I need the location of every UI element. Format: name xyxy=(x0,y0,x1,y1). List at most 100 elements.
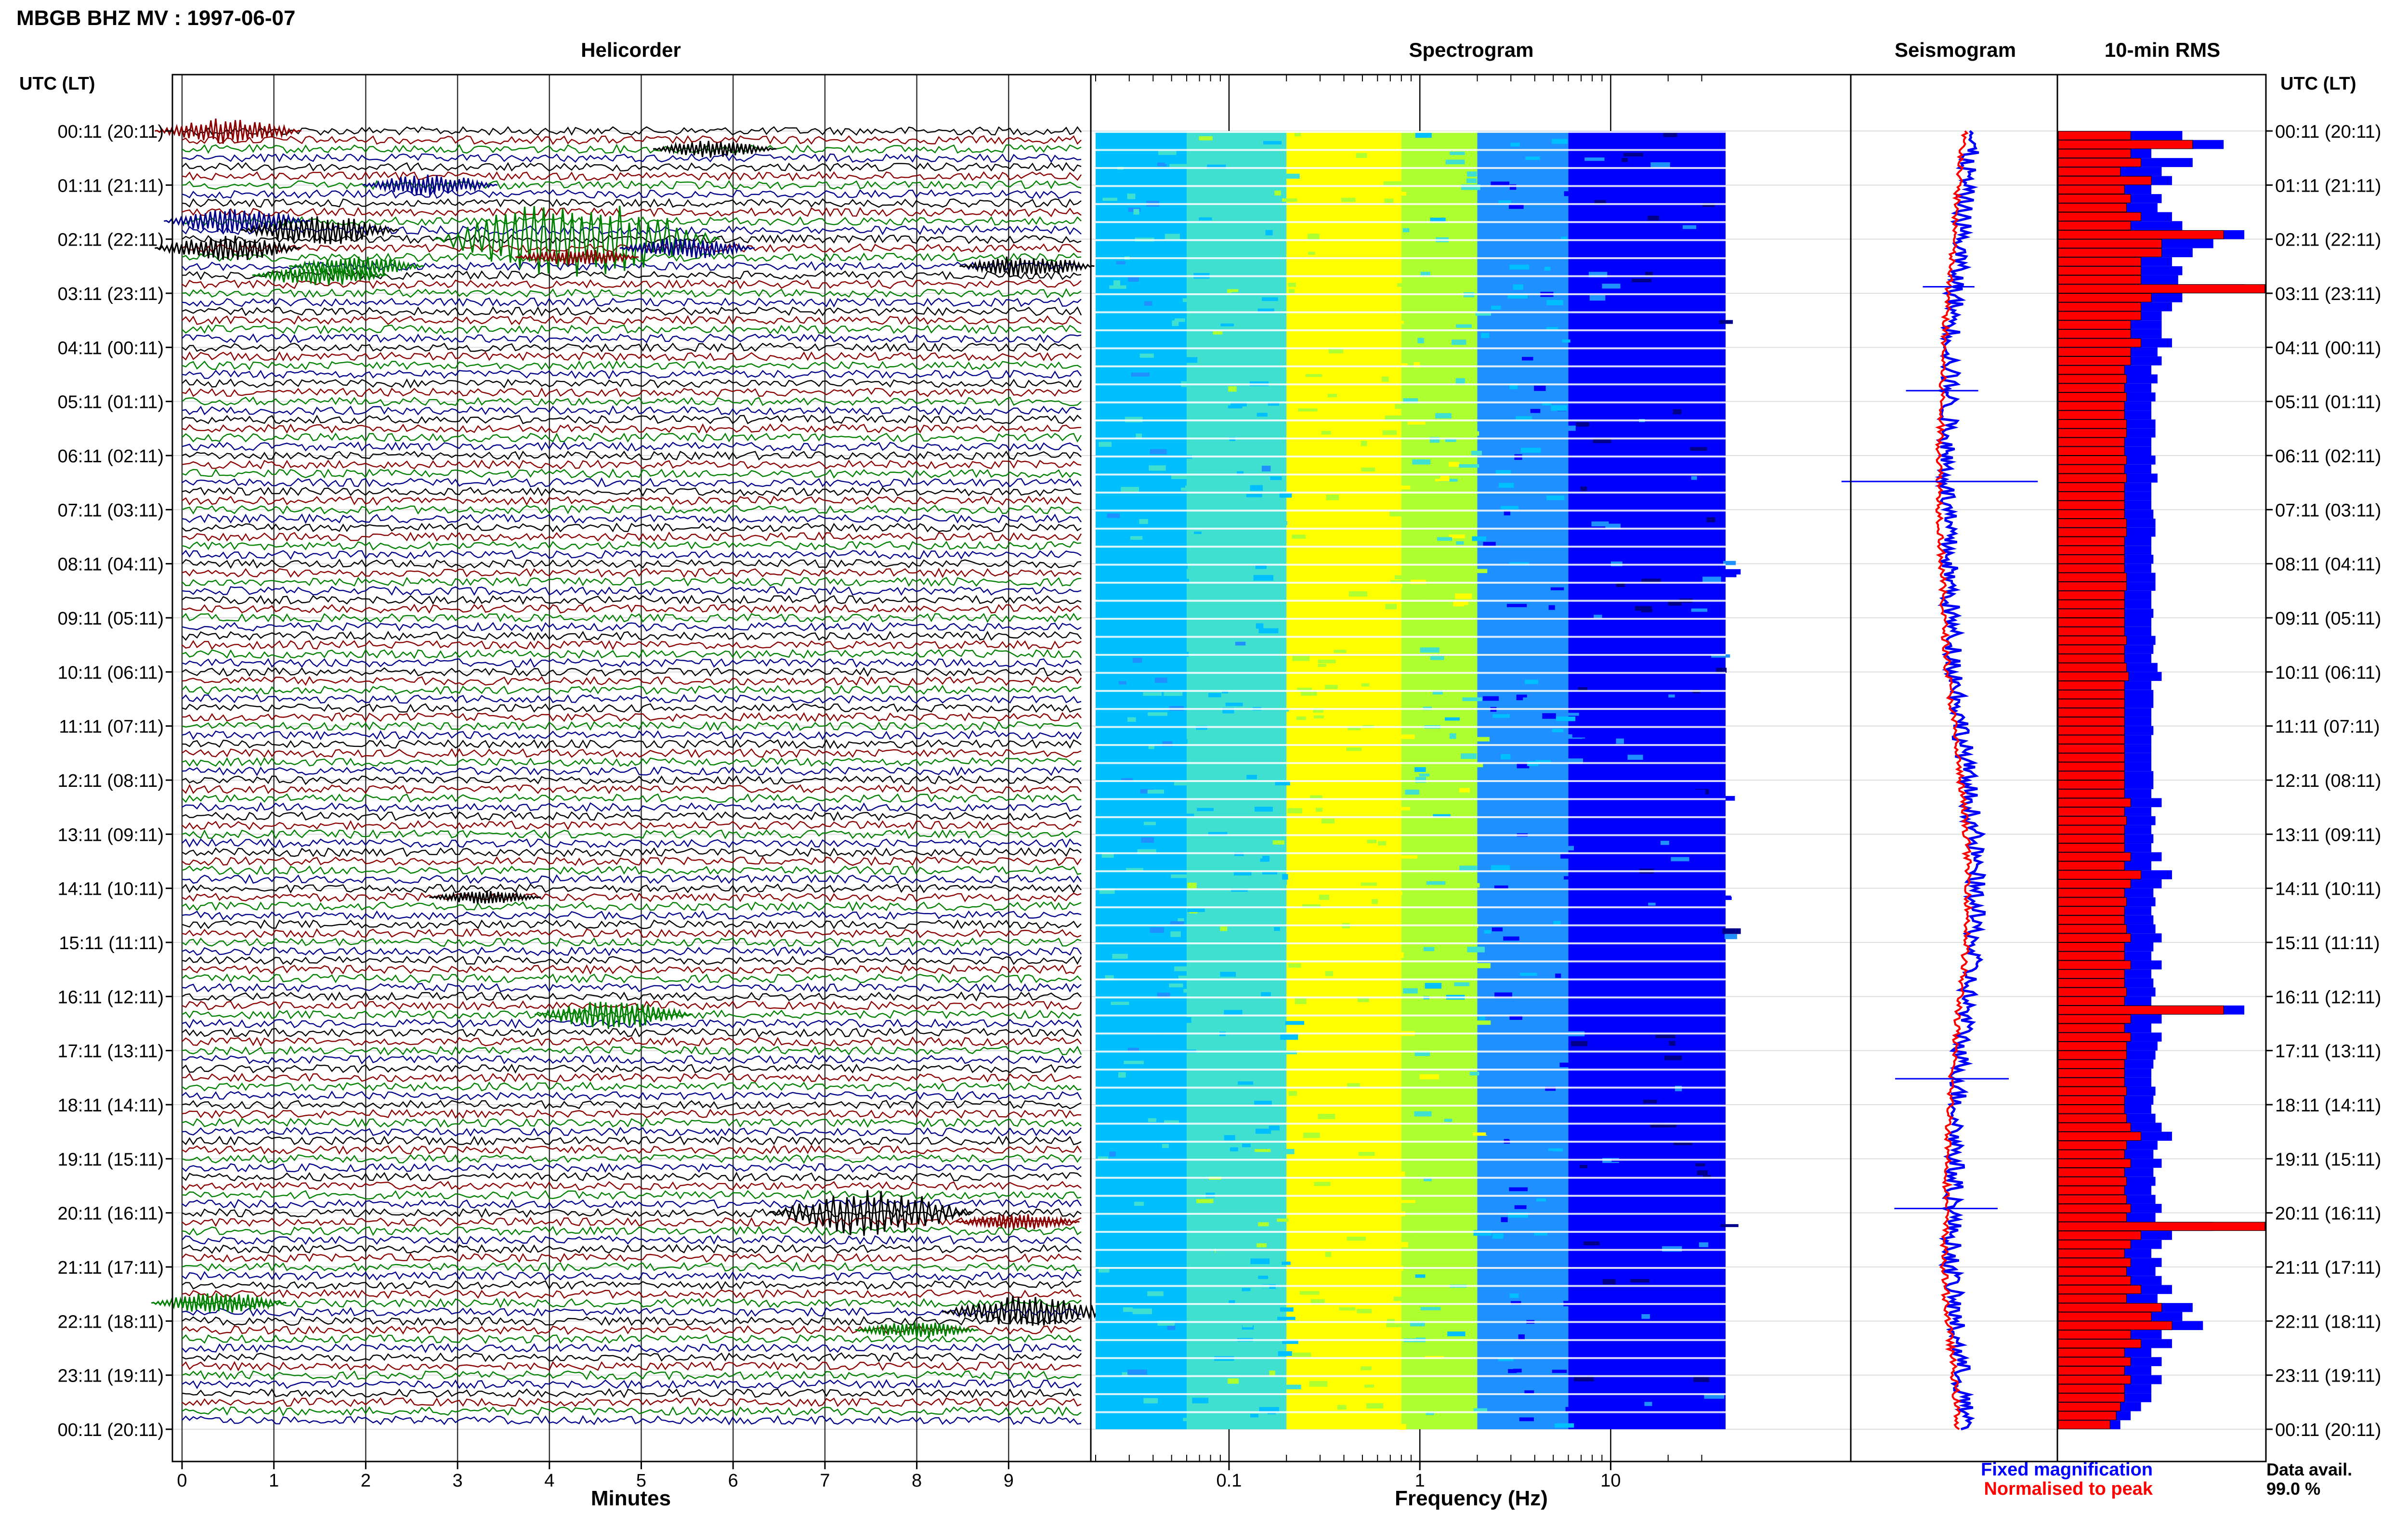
spectrogram-speckle xyxy=(1509,264,1530,270)
rms-bar-normalised xyxy=(2058,834,2125,844)
spectrogram-speckle xyxy=(1159,289,1172,294)
spectrogram-speckle xyxy=(1719,320,1733,324)
spectrogram-speckle xyxy=(1170,1087,1177,1092)
spectrogram-row-gap xyxy=(1096,491,1726,494)
rms-bar-normalised xyxy=(2058,311,2142,321)
spectrogram-speckle xyxy=(1394,892,1403,895)
spectrogram-row-gap xyxy=(1096,365,1726,367)
spectrogram-speckle xyxy=(1648,215,1660,221)
rms-bar-normalised xyxy=(2058,807,2125,816)
spectrogram-row-gap xyxy=(1096,1032,1726,1035)
spectrogram-speckle xyxy=(1417,338,1424,344)
spectrogram-speckle xyxy=(1476,1020,1491,1025)
spectrogram-speckle xyxy=(1582,738,1601,744)
spectrogram-speckle xyxy=(1302,904,1321,909)
spectrogram-speckle xyxy=(1278,1351,1292,1356)
spectrogram-speckle xyxy=(1515,1124,1528,1130)
spectrogram-speckle xyxy=(1413,233,1427,238)
spectrogram-speckle xyxy=(1570,444,1579,449)
time-label-left: 02:11 (22:11) xyxy=(58,230,164,250)
spectrogram-speckle xyxy=(1529,1145,1546,1149)
spectrogram-speckle xyxy=(1720,569,1741,574)
rms-bar-normalised xyxy=(2058,573,2127,582)
spectrogram-speckle xyxy=(1635,606,1652,611)
spectrogram-speckle xyxy=(1275,1149,1295,1154)
time-label-left: 01:11 (21:11) xyxy=(58,176,164,196)
helicorder-trace xyxy=(182,315,1082,326)
spectrogram-speckle xyxy=(1141,287,1154,292)
spectrogram-speckle xyxy=(1559,713,1579,716)
spectrogram-speckle xyxy=(1559,1062,1571,1068)
rms-bar-normalised xyxy=(2058,320,2131,329)
spectrogram-speckle xyxy=(1490,393,1505,396)
spectrogram-speckle xyxy=(1490,957,1506,963)
helicorder-trace xyxy=(182,198,1082,208)
spectrogram-row-gap xyxy=(1096,1285,1726,1287)
spectrogram-speckle xyxy=(1154,812,1174,817)
helicorder-event xyxy=(289,256,424,277)
spectrogram-speckle xyxy=(1660,841,1669,845)
spectrogram-speckle xyxy=(1107,513,1120,518)
spectrogram-speckle xyxy=(1511,1301,1521,1305)
rms-bar-normalised xyxy=(2058,275,2142,285)
spectrogram-speckle xyxy=(1403,398,1418,404)
helicorder-trace xyxy=(182,1388,1082,1398)
spectrogram-speckle xyxy=(1348,726,1361,731)
helicorder-event xyxy=(155,235,301,261)
spectrogram-speckle xyxy=(1469,1071,1479,1076)
spectrogram-row-gap xyxy=(1096,563,1726,566)
spectrogram-speckle xyxy=(1514,1205,1527,1209)
spectrogram-speckle xyxy=(1494,992,1512,998)
helicorder-x-axis-label: Minutes xyxy=(591,1487,671,1510)
spectrogram-speckle xyxy=(1375,875,1384,882)
helicorder-trace xyxy=(182,477,1082,488)
spectrogram-speckle xyxy=(1328,393,1337,397)
spectrogram-speckle xyxy=(1113,280,1120,286)
spectrogram-speckle xyxy=(1385,415,1404,421)
spectrogram-speckle xyxy=(1230,401,1247,406)
spectrogram-row-gap xyxy=(1096,1231,1726,1233)
spectrogram-speckle xyxy=(1311,229,1318,233)
spectrogram-speckle xyxy=(1506,604,1527,607)
spectrogram-speckle xyxy=(1451,1290,1460,1293)
spectrogram-speckle xyxy=(1524,679,1538,684)
rms-bar-normalised xyxy=(2058,753,2125,762)
spectrogram-speckle xyxy=(1509,1136,1528,1140)
helicorder-trace xyxy=(182,405,1082,416)
helicorder-trace xyxy=(182,1117,1082,1128)
spectrogram-speckle xyxy=(1262,297,1278,301)
spectrogram-speckle xyxy=(1339,1307,1356,1311)
spectrogram-speckle xyxy=(1228,405,1243,409)
helicorder-trace xyxy=(182,685,1082,695)
time-label-right: 16:11 (12:11) xyxy=(2275,987,2381,1007)
time-label-left: 00:11 (20:11) xyxy=(58,1420,164,1440)
spectrogram-speckle xyxy=(1641,1109,1656,1113)
rms-bar-normalised xyxy=(2058,969,2125,979)
spectrogram-speckle xyxy=(1215,1254,1231,1258)
spectrogram-speckle xyxy=(1319,288,1325,294)
spectrogram-speckle xyxy=(1361,683,1370,687)
spectrogram-speckle xyxy=(1516,159,1526,164)
spectrogram-speckle xyxy=(1118,638,1128,642)
spectrogram-row-gap xyxy=(1096,636,1726,638)
spectrogram-speckle xyxy=(1334,358,1344,363)
spectrogram-speckle xyxy=(1355,853,1371,857)
spectrogram-speckle xyxy=(1573,161,1591,168)
spectrogram-speckle xyxy=(1495,470,1511,475)
spectrogram-row-gap xyxy=(1096,780,1726,782)
spectrogram-speckle xyxy=(1302,1220,1320,1224)
spectrogram-speckle xyxy=(1156,638,1167,643)
rms-bar-normalised xyxy=(2058,780,2125,789)
spectrogram-row-gap xyxy=(1096,996,1726,999)
spectrogram-speckle xyxy=(1560,853,1580,859)
helicorder-trace xyxy=(182,1307,1082,1317)
helicorder-event xyxy=(956,1214,1080,1229)
spectrogram-speckle xyxy=(1399,192,1406,196)
spectrogram-speckle xyxy=(1428,914,1437,919)
rms-bar-normalised xyxy=(2058,383,2125,392)
helicorder-trace xyxy=(182,324,1082,335)
spectrogram-speckle xyxy=(1133,1405,1142,1411)
spectrogram-speckle xyxy=(1178,918,1184,922)
spectrogram-speckle xyxy=(1148,745,1154,749)
helicorder-trace xyxy=(182,414,1082,425)
